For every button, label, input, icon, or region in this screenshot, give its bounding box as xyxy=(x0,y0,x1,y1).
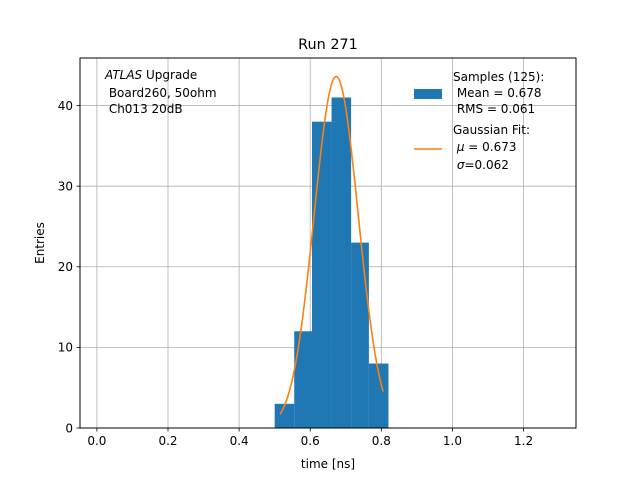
legend-fit-mu: μ = 0.673 xyxy=(453,140,517,154)
legend-samples-rms: RMS = 0.061 xyxy=(453,102,535,116)
annotation-line-2: Board260, 50ohm xyxy=(105,86,217,100)
y-tick-label: 20 xyxy=(58,260,73,274)
x-tick-label: 1.0 xyxy=(443,434,462,448)
histogram-bar xyxy=(331,97,352,429)
y-tick-label: 30 xyxy=(58,179,73,193)
legend-samples-swatch xyxy=(414,89,442,99)
annotation-line-3: Ch013 20dB xyxy=(105,102,183,116)
x-tick-label: 1.2 xyxy=(514,434,533,448)
histogram-bar xyxy=(368,363,389,428)
annotation-line-1: ATLAS Upgrade xyxy=(104,68,197,82)
legend: Samples (125): Mean = 0.678 RMS = 0.061 … xyxy=(414,70,544,172)
y-tick-label: 0 xyxy=(65,421,73,435)
x-axis-label: time [ns] xyxy=(301,457,355,471)
y-axis-label: Entries xyxy=(33,222,47,264)
y-tick-label: 10 xyxy=(58,341,73,355)
x-tick-label: 0.0 xyxy=(87,434,106,448)
chart-title: Run 271 xyxy=(298,37,358,53)
histogram-bars xyxy=(274,97,389,429)
plot-frame xyxy=(79,57,577,429)
legend-fit-mu-symbol: μ xyxy=(456,140,465,154)
annotation-upgrade: Upgrade xyxy=(142,68,197,82)
x-tick-label: 0.8 xyxy=(372,434,391,448)
histogram-bar xyxy=(294,331,312,428)
y-ticks: 0 10 20 30 40 xyxy=(58,99,80,435)
histogram-bar xyxy=(312,121,332,428)
legend-fit-title: Gaussian Fit: xyxy=(453,123,530,137)
x-tick-label: 0.2 xyxy=(158,434,177,448)
x-tick-label: 0.4 xyxy=(230,434,249,448)
legend-samples-mean: Mean = 0.678 xyxy=(453,86,542,100)
legend-samples-title: Samples (125): xyxy=(453,70,544,84)
x-ticks: 0.0 0.2 0.4 0.6 0.8 1.0 1.2 xyxy=(87,428,533,448)
legend-fit-sigma: σ=0.062 xyxy=(453,158,509,172)
histogram-bar xyxy=(351,242,369,428)
gaussian-fit-layer xyxy=(279,75,384,415)
annotation-atlas-italic: ATLAS xyxy=(104,68,143,82)
legend-fit-sigma-value: =0.062 xyxy=(464,158,508,172)
y-tick-label: 40 xyxy=(58,99,73,113)
legend-fit-sigma-symbol: σ xyxy=(457,158,465,172)
atlas-annotation: ATLAS Upgrade Board260, 50ohm Ch013 20dB xyxy=(104,68,217,116)
x-tick-label: 0.6 xyxy=(301,434,320,448)
histogram-bar xyxy=(274,403,295,428)
legend-fit-mu-value: = 0.673 xyxy=(464,140,516,154)
gaussian-fit-curve xyxy=(279,75,384,415)
